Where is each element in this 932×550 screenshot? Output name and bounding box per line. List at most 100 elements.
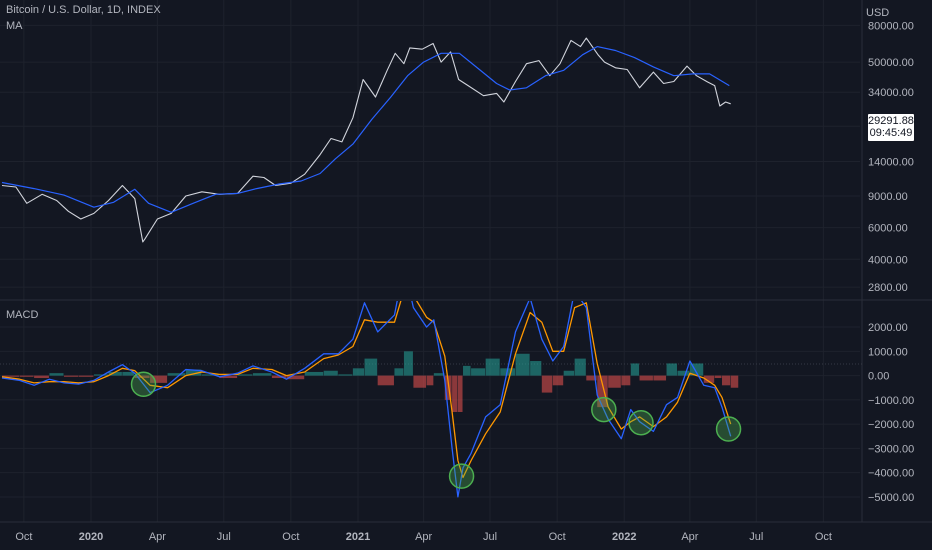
histogram-bar xyxy=(219,375,238,379)
histogram-bar xyxy=(34,375,49,379)
histogram-bar xyxy=(639,375,653,381)
time-tick-label: Jul xyxy=(217,531,231,543)
histogram-bar xyxy=(653,375,667,381)
macd-histogram xyxy=(2,351,739,412)
time-tick-label: 2022 xyxy=(612,531,636,543)
time-tick-label: Apr xyxy=(149,531,166,543)
histogram-bar xyxy=(108,371,122,376)
last-price-countdown: 09:45:49 xyxy=(869,127,913,139)
macd-tick-label: −4000.00 xyxy=(868,468,914,480)
histogram-bar xyxy=(457,375,463,412)
histogram-bar xyxy=(134,375,150,379)
time-tick-label: 2021 xyxy=(346,531,370,543)
histogram-bar xyxy=(621,375,631,386)
histogram-bar xyxy=(730,375,739,388)
macd-tick-label: 0.00 xyxy=(868,371,889,383)
histogram-bar xyxy=(485,358,500,376)
price-tick-label: 2800.00 xyxy=(868,282,908,294)
histogram-bar xyxy=(2,375,20,377)
histogram-bar xyxy=(574,358,586,376)
ma-series xyxy=(1,45,730,213)
time-tick-label: Jul xyxy=(749,531,763,543)
time-tick-label: Jul xyxy=(483,531,497,543)
price-tick-label: 50000.00 xyxy=(868,57,914,69)
histogram-bar xyxy=(304,371,324,376)
histogram-bar xyxy=(541,375,553,393)
histogram-bar xyxy=(721,375,731,386)
currency-label[interactable]: USD xyxy=(866,7,889,19)
histogram-bar xyxy=(352,368,365,376)
symbol-title[interactable]: Bitcoin / U.S. Dollar, 1D, INDEX xyxy=(6,4,161,16)
histogram-bar xyxy=(714,375,722,379)
trough-highlight-circle xyxy=(715,416,742,442)
histogram-bar xyxy=(563,370,575,376)
histogram-bar xyxy=(703,375,715,383)
price-axis-labels[interactable]: 80000.0050000.0034000.0022000.0014000.00… xyxy=(868,20,914,294)
signal-series xyxy=(1,301,732,479)
time-tick-label: Oct xyxy=(282,531,299,543)
histogram-bar xyxy=(677,370,690,376)
price-tick-label: 4000.00 xyxy=(868,254,908,266)
histogram-bar xyxy=(403,351,413,376)
histogram-bar xyxy=(201,374,219,376)
grid xyxy=(0,0,860,522)
price-tick-label: 34000.00 xyxy=(868,87,914,99)
macd-indicator-label[interactable]: MACD xyxy=(6,309,39,321)
price-series xyxy=(1,37,731,243)
histogram-bar xyxy=(608,375,621,388)
trough-highlight-circle xyxy=(628,409,654,436)
last-price-badge: 29291.88 09:45:49 xyxy=(868,114,914,141)
histogram-bar xyxy=(338,374,353,376)
histogram-bar xyxy=(122,371,135,376)
histogram-bar xyxy=(78,375,94,377)
last-price-value: 29291.88 xyxy=(868,115,914,127)
macd-tick-label: 1000.00 xyxy=(868,346,908,358)
histogram-bar xyxy=(237,374,253,376)
histogram-bar xyxy=(597,375,608,408)
histogram-bar xyxy=(630,363,640,376)
histogram-bar xyxy=(323,370,338,376)
macd-series xyxy=(1,301,732,498)
histogram-bar xyxy=(413,375,427,388)
histogram-bar xyxy=(377,375,394,386)
histogram-bar xyxy=(463,365,471,376)
time-tick-label: Apr xyxy=(681,531,698,543)
macd-tick-label: −3000.00 xyxy=(868,443,914,455)
price-tick-label: 14000.00 xyxy=(868,156,914,168)
histogram-bar xyxy=(426,375,434,386)
macd-tick-label: −5000.00 xyxy=(868,492,914,504)
time-tick-label: 2020 xyxy=(79,531,103,543)
histogram-bar xyxy=(19,375,34,377)
histogram-bar xyxy=(167,373,186,376)
histogram-bar xyxy=(364,358,378,376)
macd-axis-labels[interactable]: 2000.00 1000.00 0.00 −1000.00 −2000.00 −3000.… xyxy=(868,322,914,504)
histogram-bar xyxy=(394,368,404,376)
histogram-bar xyxy=(49,373,64,376)
price-tick-label: 9000.00 xyxy=(868,191,908,203)
ma-indicator-label[interactable]: MA xyxy=(6,20,23,32)
trough-highlights xyxy=(130,371,742,489)
time-tick-label: Oct xyxy=(549,531,566,543)
histogram-bar xyxy=(530,361,542,376)
histogram-bar xyxy=(666,363,677,376)
histogram-bar xyxy=(150,375,168,383)
macd-pane[interactable] xyxy=(1,266,732,498)
macd-tick-label: −2000.00 xyxy=(868,419,914,431)
histogram-bar xyxy=(471,368,486,376)
trough-highlight-circle xyxy=(591,396,617,423)
price-tick-label: 6000.00 xyxy=(868,223,908,235)
macd-tick-label: −1000.00 xyxy=(868,395,914,407)
macd-tick-label: 2000.00 xyxy=(868,322,908,334)
histogram-bar xyxy=(64,375,79,377)
price-pane[interactable] xyxy=(1,37,731,243)
trough-highlight-circle xyxy=(130,371,157,398)
histogram-bar xyxy=(452,375,458,412)
histogram-bar xyxy=(552,375,564,386)
price-tick-label: 80000.00 xyxy=(868,20,914,32)
time-axis-labels[interactable]: Oct 2020 Apr Jul Oct 2021 Apr Jul Oct 2022 Apr Jul O… xyxy=(15,531,832,543)
histogram-bar xyxy=(93,374,109,376)
histogram-bar xyxy=(185,369,202,376)
histogram-bar xyxy=(515,353,530,376)
time-tick-label: Oct xyxy=(815,531,832,543)
